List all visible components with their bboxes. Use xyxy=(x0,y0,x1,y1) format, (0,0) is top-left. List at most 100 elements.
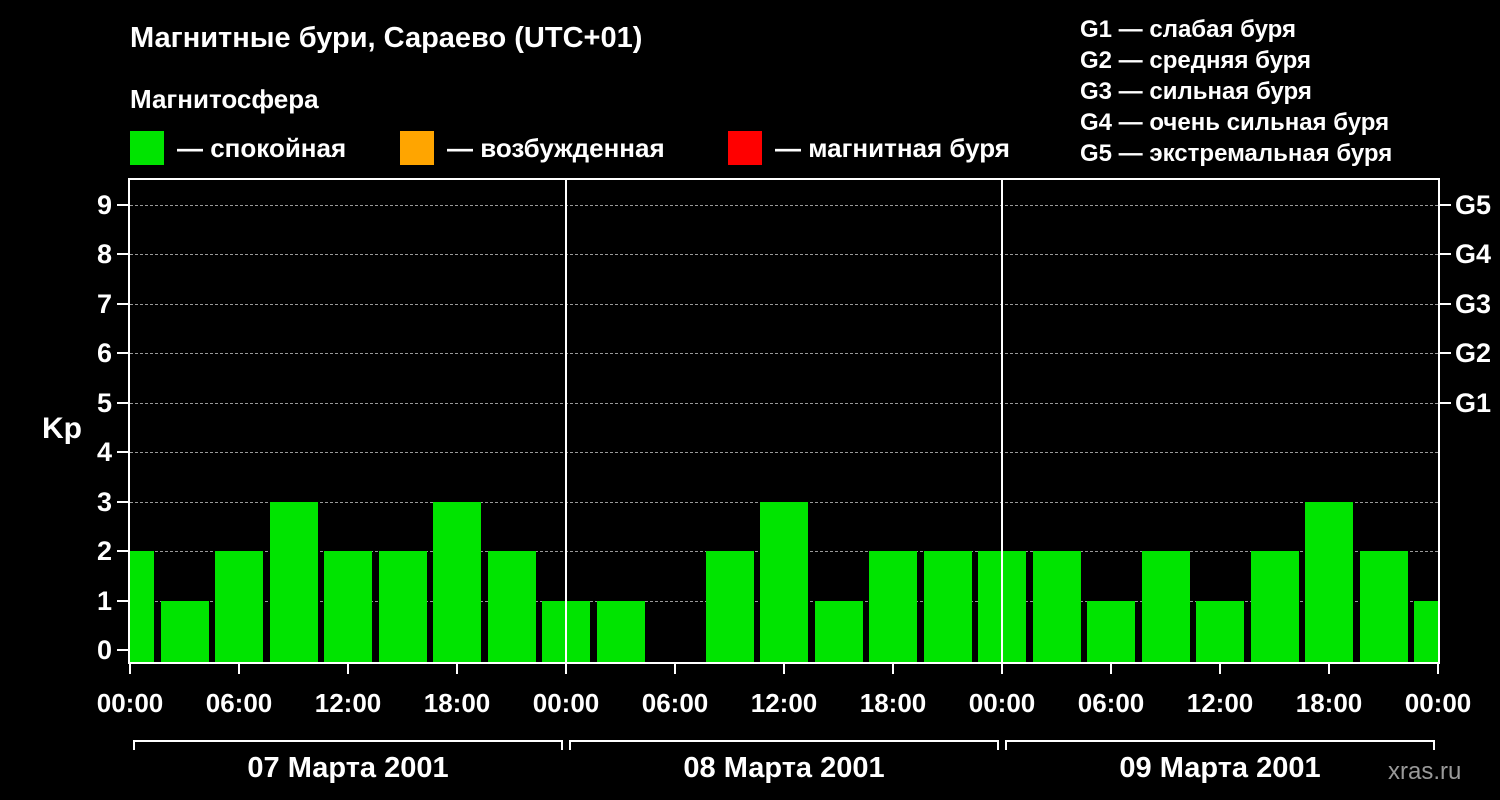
x-axis-label: 18:00 xyxy=(1295,688,1363,718)
kp-bar xyxy=(215,551,263,662)
day-bracket xyxy=(569,740,999,750)
storm-scale-item-g5: G5 — экстремальная буря xyxy=(1080,140,1393,167)
kp-bar xyxy=(1087,600,1135,662)
y-axis-label: 9 xyxy=(96,189,112,220)
y-axis-label: 4 xyxy=(96,437,112,467)
y-axis-tick xyxy=(117,500,128,503)
y-axis-label: 3 xyxy=(96,486,112,517)
storm-scale-legend: G1 — слабая буря G2 — средняя буря G3 — … xyxy=(1080,14,1392,169)
x-axis-tick xyxy=(674,664,676,674)
y-axis-label: 8 xyxy=(96,239,112,269)
legend-item-unsettled: — возбужденная xyxy=(400,131,665,165)
x-axis-tick xyxy=(129,664,131,674)
right-axis-label-g2: G2 xyxy=(1455,338,1492,368)
legend-item-quiet: — спокойная xyxy=(130,131,346,165)
kp-bar xyxy=(324,551,372,662)
x-axis-label: 00:00 xyxy=(1404,688,1472,718)
day-bracket xyxy=(1005,740,1435,750)
day-separator xyxy=(1001,180,1003,662)
gridline-kp-4 xyxy=(130,452,1438,453)
y-axis-tick xyxy=(117,649,128,651)
x-axis-label: 06:00 xyxy=(1077,688,1145,718)
x-axis-tick xyxy=(1437,664,1439,674)
y-axis-label: 0 xyxy=(96,635,112,665)
x-axis-tick xyxy=(1001,664,1003,674)
gridline-kp-6 xyxy=(130,353,1438,354)
right-axis-label-g3: G3 xyxy=(1455,288,1492,319)
x-axis-tick xyxy=(347,664,349,674)
y-axis-label: 6 xyxy=(96,338,112,368)
right-axis-tick xyxy=(1440,401,1451,404)
x-axis-tick xyxy=(1328,664,1330,674)
kp-bar xyxy=(869,551,917,662)
x-axis-label: 06:00 xyxy=(205,688,273,718)
y-axis-label: 1 xyxy=(96,585,112,616)
legend-item-storm: — магнитная буря xyxy=(728,131,1010,165)
kp-bar xyxy=(760,501,808,662)
y-axis-tick xyxy=(117,302,128,305)
watermark: xras.ru xyxy=(1388,758,1462,785)
x-axis-label: 12:00 xyxy=(314,688,382,718)
x-axis-tick xyxy=(1110,664,1112,674)
kp-bar xyxy=(1250,551,1299,662)
kp-bar xyxy=(923,551,972,662)
unsettled-color-swatch xyxy=(400,131,434,165)
y-axis-label: 2 xyxy=(96,536,112,566)
x-axis-label: 18:00 xyxy=(423,688,491,718)
storm-color-swatch xyxy=(728,131,762,165)
y-axis-tick xyxy=(117,401,128,404)
right-axis-tick xyxy=(1440,302,1451,305)
x-axis-label: 00:00 xyxy=(532,688,600,718)
kp-bar xyxy=(1196,600,1244,662)
storm-scale-item-g4: G4 — очень сильная буря xyxy=(1080,109,1390,136)
y-axis-tick xyxy=(117,599,128,602)
plot-area xyxy=(128,178,1440,664)
gridline-kp-7 xyxy=(130,303,1438,305)
kp-bar xyxy=(1141,551,1190,662)
x-axis-label: 06:00 xyxy=(641,688,709,718)
day-bracket xyxy=(133,740,563,750)
y-axis-title: Kp xyxy=(42,412,82,445)
kp-bar xyxy=(1032,551,1081,662)
kp-bar xyxy=(378,551,427,662)
kp-bar xyxy=(1305,501,1353,662)
kp-bar xyxy=(269,501,318,662)
day-separator xyxy=(565,180,567,662)
kp-bar xyxy=(130,551,154,662)
x-axis-label: 00:00 xyxy=(968,688,1036,718)
x-axis-label: 12:00 xyxy=(750,688,818,718)
x-axis-tick xyxy=(783,664,785,674)
x-axis-tick xyxy=(238,664,240,674)
x-axis-label: 00:00 xyxy=(96,688,164,718)
gridline-kp-8 xyxy=(130,254,1438,255)
storm-scale-item-g1: G1 — слабая буря xyxy=(1080,16,1297,43)
right-axis-label-g5: G5 xyxy=(1455,189,1492,220)
day-label: 07 Марта 2001 xyxy=(247,752,449,784)
storm-scale-item-g3: G3 — сильная буря xyxy=(1080,78,1312,105)
kp-bar xyxy=(814,600,863,662)
kp-bar xyxy=(596,600,645,662)
page-title: Магнитные бури, Сараево (UTC+01) xyxy=(130,22,643,54)
kp-bar xyxy=(433,501,481,662)
kp-bar xyxy=(160,600,209,662)
kp-bar xyxy=(1414,600,1438,662)
gridline-kp-5 xyxy=(130,402,1438,404)
x-axis-label: 12:00 xyxy=(1186,688,1254,718)
day-label: 09 Марта 2001 xyxy=(1119,752,1321,784)
right-axis-tick xyxy=(1440,203,1451,206)
x-axis-tick xyxy=(456,664,458,674)
y-axis-tick xyxy=(117,352,128,354)
x-axis-label: 18:00 xyxy=(859,688,927,718)
right-axis-label-g4: G4 xyxy=(1455,239,1492,269)
storm-scale-item-g2: G2 — средняя буря xyxy=(1080,47,1311,74)
y-axis-tick xyxy=(117,253,128,255)
y-axis-label: 5 xyxy=(96,387,112,418)
quiet-color-swatch xyxy=(130,131,164,165)
magnetosphere-label: Магнитосфера xyxy=(130,84,319,114)
y-axis-tick xyxy=(117,550,128,552)
y-axis-tick xyxy=(117,451,128,453)
kp-bar xyxy=(1359,551,1408,662)
right-axis-tick xyxy=(1440,253,1451,255)
kp-bar xyxy=(705,551,754,662)
